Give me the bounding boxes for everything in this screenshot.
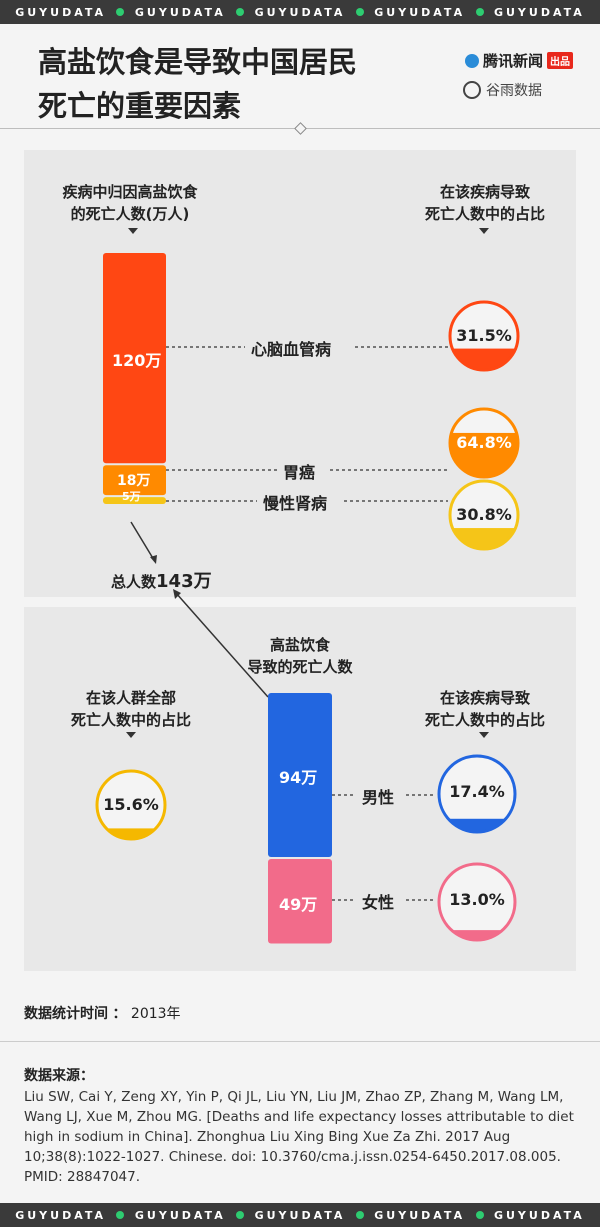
year-label: 数据统计时间 [24,1006,108,1022]
strip-text: GUYUDATA [254,5,346,19]
category-cardio: 心脑血管病 [245,336,338,360]
source-citation: Liu SW, Cai Y, Zeng XY, Yin P, Qi JL, Li… [24,1089,574,1185]
share-value-male: 17.4% [449,782,505,801]
strip-dot [355,8,364,16]
title-line-1: 高盐饮食是导致中国居民 [38,45,358,79]
tencent-logo-icon [465,53,479,68]
caret-down-icon [126,732,136,738]
total-pointer-arrow [150,555,157,564]
source-label: 数据来源： [24,1068,94,1084]
strip-text: GUYUDATA [254,1208,346,1222]
strip-text: GUYUDATA [15,5,107,19]
bottom-banner-strip: GUYUDATA GUYUDATA GUYUDATA GUYUDATA GUYU… [0,1203,600,1227]
strip-text: GUYUDATA [374,5,466,19]
data-year: 数据统计时间 ： 2013年 [24,1003,181,1023]
disease-right-header: 在该疾病导致 死亡人数中的占比 [424,183,545,223]
year-separator: ： [112,1006,127,1022]
share-ring-male [437,754,517,834]
strip-text: GUYUDATA [493,5,585,19]
share-value-overall: 15.6% [103,795,159,814]
total-pointer-line [130,521,155,561]
strip-text: GUYUDATA [134,1208,226,1222]
total-pointer-line-2 [175,592,269,698]
source-divider [0,1041,600,1042]
total-deaths: 总人数143万 [111,567,212,593]
tencent-brand-tag: 出品 [547,52,574,69]
strip-text: GUYUDATA [493,1208,585,1222]
share-circle-overall [97,771,165,839]
share-ring-kidney [448,479,520,551]
share-value-cardio: 31.5% [456,326,512,345]
guyu-logo-icon [463,81,481,99]
caret-down-icon [479,228,489,234]
category-stomach: 胃癌 [277,459,322,483]
strip-dot [355,1211,364,1219]
category-kidney: 慢性肾病 [257,490,334,514]
title-line-2: 死亡的重要因素 [38,89,242,123]
total-label: 总人数 [111,573,157,591]
caret-down-icon [479,732,489,738]
share-ring-cardio [448,300,520,372]
bar-value-male: 94万 [279,768,318,787]
gender-right-header: 在该疾病导致 死亡人数中的占比 [424,689,545,729]
total-pointer-arrow-2 [173,589,181,599]
page-title: 高盐饮食是导致中国居民 死亡的重要因素 [38,40,357,128]
top-banner-strip: GUYUDATA GUYUDATA GUYUDATA GUYUDATA GUYU… [0,0,600,24]
guyu-brand-name: 谷雨数据 [486,83,542,99]
share-ring-stomach [448,407,520,479]
gender-center-header: 高盐饮食 导致的死亡人数 [247,636,353,676]
bar-kidney [103,497,166,504]
tencent-brand-name: 腾讯新闻 [483,52,544,70]
bar-value-stomach: 18万 [117,473,151,489]
share-value-female: 13.0% [449,890,505,909]
guyu-data-logo: 谷雨数据 [463,80,542,100]
strip-dot [116,1211,125,1219]
strip-text: GUYUDATA [15,1208,107,1222]
share-circle-female [439,864,515,940]
bar-cardio [103,253,166,464]
strip-dot [236,8,245,16]
total-value: 143万 [156,571,212,592]
bar-value-kidney: 5万 [122,490,141,503]
share-circle-male [439,756,515,832]
bar-male [268,693,332,857]
strip-dot [475,8,484,16]
strip-text: GUYUDATA [134,5,226,19]
category-male: 男性 [356,784,401,808]
year-value: 2013年 [130,1006,181,1022]
strip-text: GUYUDATA [374,1208,466,1222]
gender-left-header: 在该人群全部 死亡人数中的占比 [70,689,191,729]
category-female: 女性 [356,889,401,913]
share-fill-female [439,930,515,940]
bar-value-cardio: 120万 [112,351,162,370]
caret-down-icon [128,228,138,234]
share-value-kidney: 30.8% [456,505,512,524]
disease-left-header: 疾病中归因高盐饮食 的死亡人数(万人) [62,183,198,223]
share-ring-overall [95,769,167,841]
bar-value-female: 49万 [279,895,318,914]
share-ring-female [437,862,517,942]
share-value-stomach: 64.8% [456,433,512,452]
bar-female [268,859,332,944]
tencent-news-logo: 腾讯新闻 出品 [465,50,574,71]
share-fill-overall [97,828,165,839]
strip-dot [116,8,125,16]
strip-dot [475,1211,484,1219]
bar-stomach-cancer [103,465,166,496]
strip-dot [236,1211,245,1219]
